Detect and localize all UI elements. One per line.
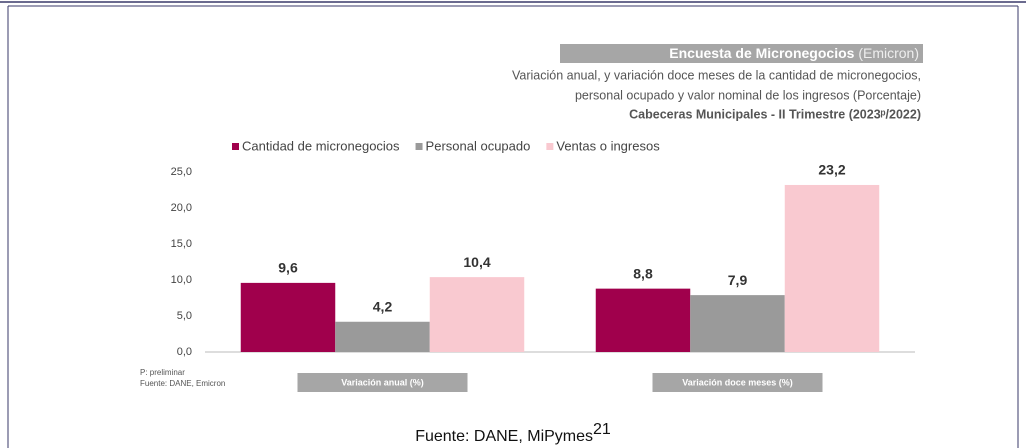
title-main: Encuesta de Micronegocios bbox=[669, 45, 854, 61]
data-label: 23,2 bbox=[818, 162, 845, 178]
subtitle: Cabeceras Municipales - II Trimestre (20… bbox=[629, 107, 921, 121]
category-box bbox=[652, 373, 823, 392]
chart-title: Encuesta de Micronegocios (Emicron) bbox=[669, 45, 919, 61]
title-box bbox=[560, 44, 923, 63]
legend-swatch bbox=[546, 143, 554, 150]
note: Fuente: DANE, Emicron bbox=[140, 379, 225, 388]
caption: Fuente: DANE, MiPymes21 bbox=[415, 421, 611, 445]
title-note: (Emicron) bbox=[858, 45, 919, 61]
note: P: preliminar bbox=[140, 368, 185, 377]
bar bbox=[429, 277, 525, 352]
category-box bbox=[297, 373, 468, 392]
data-label: 9,6 bbox=[278, 260, 298, 276]
legend-swatch bbox=[415, 143, 423, 150]
legend-label: Ventas o ingresos bbox=[556, 138, 660, 153]
y-tick-label: 0,0 bbox=[177, 346, 192, 358]
subtitle: Variación anual, y variación doce meses … bbox=[512, 68, 921, 82]
x-tick-label: Variación anual (%) bbox=[341, 377, 424, 387]
data-label: 8,8 bbox=[633, 265, 653, 281]
bar bbox=[240, 282, 336, 352]
legend-label: Cantidad de micronegocios bbox=[242, 138, 400, 153]
caption-text: Fuente: DANE, MiPymes bbox=[415, 428, 593, 445]
y-tick-label: 15,0 bbox=[171, 238, 192, 250]
y-tick-label: 20,0 bbox=[171, 202, 192, 214]
y-tick-label: 10,0 bbox=[171, 274, 192, 286]
subtitle: personal ocupado y valor nominal de los … bbox=[575, 88, 921, 102]
bar bbox=[595, 288, 691, 352]
data-label: 4,2 bbox=[373, 298, 393, 314]
data-label: 7,9 bbox=[728, 272, 748, 288]
x-tick-label: Variación doce meses (%) bbox=[682, 377, 793, 387]
bar bbox=[784, 184, 880, 352]
y-tick-label: 5,0 bbox=[177, 310, 192, 322]
data-label: 10,4 bbox=[463, 254, 490, 270]
y-tick-label: 25,0 bbox=[171, 166, 192, 178]
legend-label: Personal ocupado bbox=[426, 138, 531, 153]
bar bbox=[335, 321, 430, 352]
caption-ref: 21 bbox=[593, 421, 611, 438]
legend-swatch bbox=[232, 143, 239, 150]
bar bbox=[690, 295, 785, 352]
